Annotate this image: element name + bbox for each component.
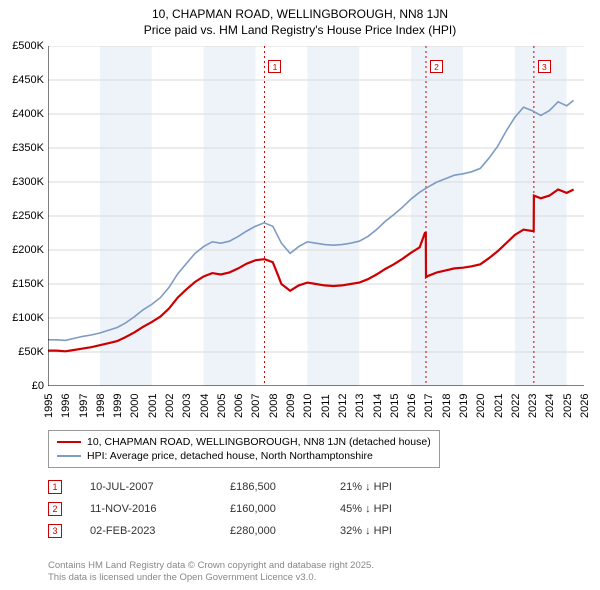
sale-delta: 32% ↓ HPI [340,525,460,537]
sale-marker-2: 2 [430,60,443,73]
legend-label: 10, CHAPMAN ROAD, WELLINGBOROUGH, NN8 1J… [87,436,431,448]
x-tick-label: 2016 [406,394,418,418]
y-tick-label: £0 [32,380,44,392]
sale-marker-1: 1 [268,60,281,73]
sale-delta: 45% ↓ HPI [340,503,460,515]
sale-delta: 21% ↓ HPI [340,481,460,493]
legend-row: 10, CHAPMAN ROAD, WELLINGBOROUGH, NN8 1J… [57,435,431,449]
x-tick-label: 2006 [233,394,245,418]
sale-row: 3 02-FEB-2023£280,00032% ↓ HPI [48,520,460,542]
x-tick-label: 2014 [372,394,384,418]
x-tick-label: 2005 [216,394,228,418]
sale-marker-3: 3 [538,60,551,73]
y-tick-label: £150K [12,278,44,290]
legend-row: HPI: Average price, detached house, Nort… [57,449,431,463]
y-tick-label: £250K [12,210,44,222]
x-tick-label: 2023 [527,394,539,418]
x-tick-label: 2020 [475,394,487,418]
sale-price: £160,000 [230,503,340,515]
y-tick-label: £50K [18,346,44,358]
x-tick-label: 2002 [164,394,176,418]
x-tick-label: 2018 [441,394,453,418]
x-tick-label: 2022 [510,394,522,418]
x-tick-label: 2001 [147,394,159,418]
x-tick-label: 2009 [285,394,297,418]
x-tick-label: 1999 [112,394,124,418]
x-tick-label: 1996 [60,394,72,418]
x-tick-label: 1998 [95,394,107,418]
title-line1: 10, CHAPMAN ROAD, WELLINGBOROUGH, NN8 1J… [0,6,600,22]
x-tick-label: 2000 [129,394,141,418]
x-tick-label: 2026 [579,394,591,418]
x-tick-label: 2013 [354,394,366,418]
sale-price: £280,000 [230,525,340,537]
sale-date: 02-FEB-2023 [90,525,230,537]
x-tick-label: 2017 [423,394,435,418]
footer-line1: Contains HM Land Registry data © Crown c… [48,560,374,572]
y-tick-label: £500K [12,40,44,52]
y-tick-label: £350K [12,142,44,154]
y-tick-label: £300K [12,176,44,188]
x-tick-label: 2011 [320,394,332,418]
footer-attribution: Contains HM Land Registry data © Crown c… [48,560,374,584]
x-tick-label: 2004 [199,394,211,418]
title-block: 10, CHAPMAN ROAD, WELLINGBOROUGH, NN8 1J… [0,0,600,38]
x-tick-label: 2015 [389,394,401,418]
sale-marker-icon: 1 [48,480,62,494]
x-tick-label: 2024 [544,394,556,418]
y-tick-label: £100K [12,312,44,324]
chart-area: 1 2 3 [48,46,584,386]
chart-container: 10, CHAPMAN ROAD, WELLINGBOROUGH, NN8 1J… [0,0,600,590]
y-axis-labels: £0£50K£100K£150K£200K£250K£300K£350K£400… [0,46,46,386]
legend-label: HPI: Average price, detached house, Nort… [87,450,373,462]
y-tick-label: £400K [12,108,44,120]
chart-svg [48,46,584,386]
x-tick-label: 2012 [337,394,349,418]
sale-row: 1 10-JUL-2007£186,50021% ↓ HPI [48,476,460,498]
x-tick-label: 1997 [78,394,90,418]
sale-marker-icon: 2 [48,502,62,516]
sales-table: 1 10-JUL-2007£186,50021% ↓ HPI 2 11-NOV-201… [48,476,460,542]
x-tick-label: 2003 [181,394,193,418]
x-tick-label: 2007 [250,394,262,418]
sale-row: 2 11-NOV-2016£160,00045% ↓ HPI [48,498,460,520]
sale-price: £186,500 [230,481,340,493]
x-axis-labels: 1995199619971998199920002001200220032004… [48,388,584,428]
y-tick-label: £450K [12,74,44,86]
sale-marker-icon: 3 [48,524,62,538]
sale-date: 10-JUL-2007 [90,481,230,493]
x-tick-label: 1995 [43,394,55,418]
x-tick-label: 2021 [493,394,505,418]
sale-date: 11-NOV-2016 [90,503,230,515]
y-tick-label: £200K [12,244,44,256]
title-line2: Price paid vs. HM Land Registry's House … [0,22,600,38]
x-tick-label: 2025 [562,394,574,418]
x-tick-label: 2008 [268,394,280,418]
legend-box: 10, CHAPMAN ROAD, WELLINGBOROUGH, NN8 1J… [48,430,440,468]
footer-line2: This data is licensed under the Open Gov… [48,572,374,584]
x-tick-label: 2019 [458,394,470,418]
legend-swatch [57,441,81,443]
x-tick-label: 2010 [302,394,314,418]
legend-swatch [57,455,81,457]
